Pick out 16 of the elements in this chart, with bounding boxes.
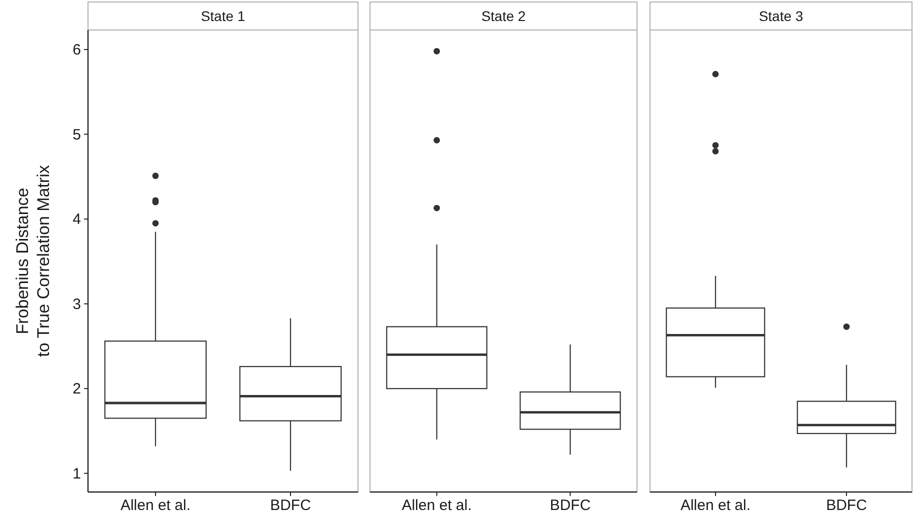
chart-title: State 2 xyxy=(481,8,526,24)
x-tick-label: BDFC xyxy=(826,497,868,514)
chart-title: State 1 xyxy=(200,8,246,24)
x-tick-label: Allen et al. xyxy=(680,497,751,514)
x-tick-label: Allen et al. xyxy=(402,497,472,514)
y-axis-title: Frobenius Distance to True Correlation Matrix xyxy=(13,164,53,357)
chart-title: State 3 xyxy=(758,8,804,24)
y-tick-label: 2 xyxy=(72,380,81,398)
y-tick-label: 3 xyxy=(72,296,81,313)
x-tick-label: Allen et al. xyxy=(120,497,191,514)
y-tick-label: 6 xyxy=(72,41,81,58)
y-tick-label: 4 xyxy=(72,211,81,228)
x-tick-label: BDFC xyxy=(270,497,312,514)
y-tick-label: 1 xyxy=(72,465,81,482)
y-tick-label: 5 xyxy=(72,126,81,144)
x-tick-label: BDFC xyxy=(550,497,591,514)
